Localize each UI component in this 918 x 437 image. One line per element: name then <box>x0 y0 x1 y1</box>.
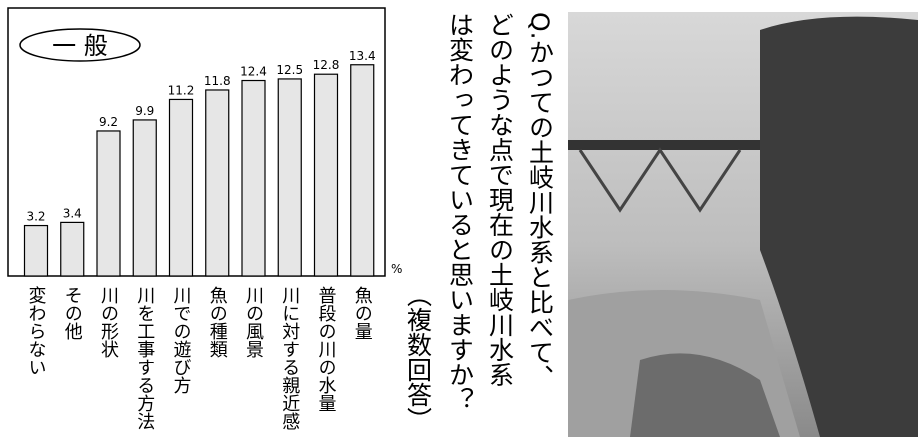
badge: 一 般 <box>52 32 108 60</box>
x-tick-label: 川に対する親近感 <box>279 286 300 430</box>
value-label: 12.4 <box>240 65 267 79</box>
value-label: 11.8 <box>204 74 231 88</box>
value-label: 12.5 <box>276 63 303 77</box>
bar <box>241 79 266 277</box>
title-line: Q.かつての土岐川水系と比べて、 <box>526 12 555 390</box>
unit-label: % <box>391 262 402 276</box>
title-line: どのような点で現在の土岐川水系 <box>486 12 515 387</box>
badge-frame <box>19 28 141 62</box>
bar <box>60 221 85 277</box>
x-tick-label: 普段の川の水量 <box>316 286 337 412</box>
x-tick-label: 魚の種類 <box>207 286 228 358</box>
bar <box>313 73 339 277</box>
x-tick-label: 変わらない <box>26 286 47 376</box>
title-line: は変わってきていると思いますか？ <box>446 12 475 412</box>
value-label: 9.2 <box>99 115 118 129</box>
x-tick-label: 川での遊び方 <box>171 286 192 394</box>
value-label: 3.4 <box>63 206 82 220</box>
value-label: 12.8 <box>313 58 340 72</box>
x-tick-label: 川を工事する方法 <box>134 286 155 430</box>
bar <box>277 78 302 277</box>
bar <box>350 64 375 277</box>
bar <box>96 130 121 277</box>
bar <box>168 98 194 277</box>
value-label: 11.2 <box>168 83 195 97</box>
x-tick-label: 魚の量 <box>352 286 373 340</box>
value-label: 3.2 <box>26 210 45 224</box>
value-label: 9.9 <box>135 104 154 118</box>
bar <box>23 224 49 277</box>
bar <box>205 89 230 277</box>
x-tick-label: 川の形状 <box>98 286 119 358</box>
x-tick-label: 川の風景 <box>243 286 264 358</box>
photo <box>568 12 918 437</box>
value-label: 13.4 <box>349 49 376 63</box>
bar <box>132 119 157 277</box>
x-tick-label: その他 <box>62 286 83 340</box>
subtitle: （複数回答） <box>404 282 433 432</box>
